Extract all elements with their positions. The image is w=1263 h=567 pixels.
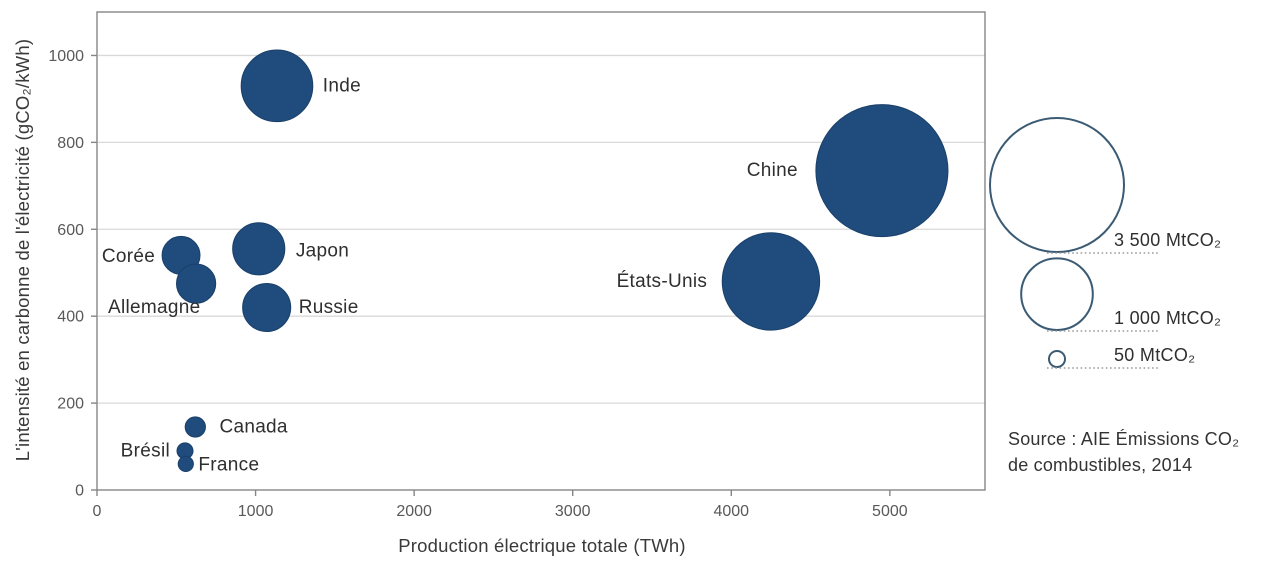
bubble-russie [242, 282, 292, 333]
bubble-canada [184, 416, 206, 438]
x-tick-label-4000: 4000 [713, 503, 749, 520]
plot-border [96, 11, 986, 491]
x-tick-label-1000: 1000 [238, 503, 274, 520]
label-allemagne: Allemagne [108, 297, 200, 318]
source-line-2: de combustibles, 2014 [1008, 455, 1193, 475]
legend-circle-3500 [989, 117, 1125, 253]
label-russie: Russie [299, 297, 359, 318]
label-inde: Inde [323, 75, 361, 96]
legend-label-50: 50 MtCO₂ [1114, 345, 1195, 365]
bubble-japon [232, 222, 286, 276]
source-note: Source : AIE Émissions CO₂ de combustibl… [1008, 426, 1239, 478]
bubble-france [177, 455, 194, 473]
x-tick-label-3000: 3000 [555, 503, 591, 520]
x-tick-label-5000: 5000 [872, 503, 908, 520]
bubble-etats-unis [721, 232, 821, 331]
legend-circle-50 [1047, 349, 1067, 369]
label-canada: Canada [219, 416, 287, 437]
label-etats-unis: États-Unis [617, 271, 708, 292]
label-bresil: Brésil [121, 440, 170, 461]
x-axis-title: Production électrique totale (TWh) [398, 535, 686, 556]
x-tick-label-2000: 2000 [396, 503, 432, 520]
x-tick-label-0: 0 [93, 503, 102, 520]
label-chine: Chine [747, 160, 798, 181]
label-coree: Corée [102, 246, 155, 267]
bubble-chine [815, 104, 949, 238]
y-tick-label-0: 0 [75, 483, 84, 500]
legend-label-3500: 3 500 MtCO₂ [1114, 230, 1221, 250]
y-tick-label-400: 400 [57, 309, 84, 326]
y-tick-label-600: 600 [57, 222, 84, 239]
legend-circle-1000 [1020, 257, 1094, 331]
y-tick-label-1000: 1000 [48, 48, 84, 65]
legend-label-1000: 1 000 MtCO₂ [1114, 308, 1221, 328]
y-tick-label-200: 200 [57, 396, 84, 413]
y-axis-title: L'intensité en carbonne de l'électricité… [12, 38, 33, 462]
bubble-allemagne [175, 263, 217, 304]
label-japon: Japon [296, 240, 349, 261]
bubble-inde [240, 49, 314, 123]
label-france: France [198, 454, 259, 475]
y-tick-label-800: 800 [57, 135, 84, 152]
source-line-1: Source : AIE Émissions CO₂ [1008, 429, 1240, 449]
